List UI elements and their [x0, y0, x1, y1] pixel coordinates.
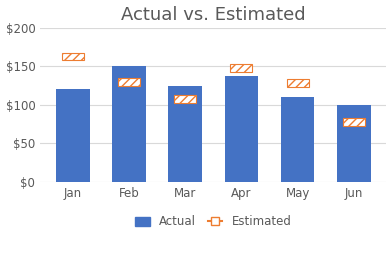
Bar	[56, 89, 90, 182]
Bar	[118, 78, 140, 86]
Bar	[225, 76, 258, 182]
Bar	[62, 53, 84, 60]
Bar	[230, 64, 252, 72]
Bar	[112, 66, 146, 182]
Title: Actual vs. Estimated: Actual vs. Estimated	[121, 6, 306, 23]
Bar	[168, 86, 202, 182]
Legend: Actual, Estimated: Actual, Estimated	[135, 215, 291, 228]
Bar	[281, 97, 314, 182]
Bar	[174, 95, 196, 102]
Bar	[343, 118, 365, 126]
Bar	[337, 105, 371, 182]
Bar	[287, 79, 309, 87]
